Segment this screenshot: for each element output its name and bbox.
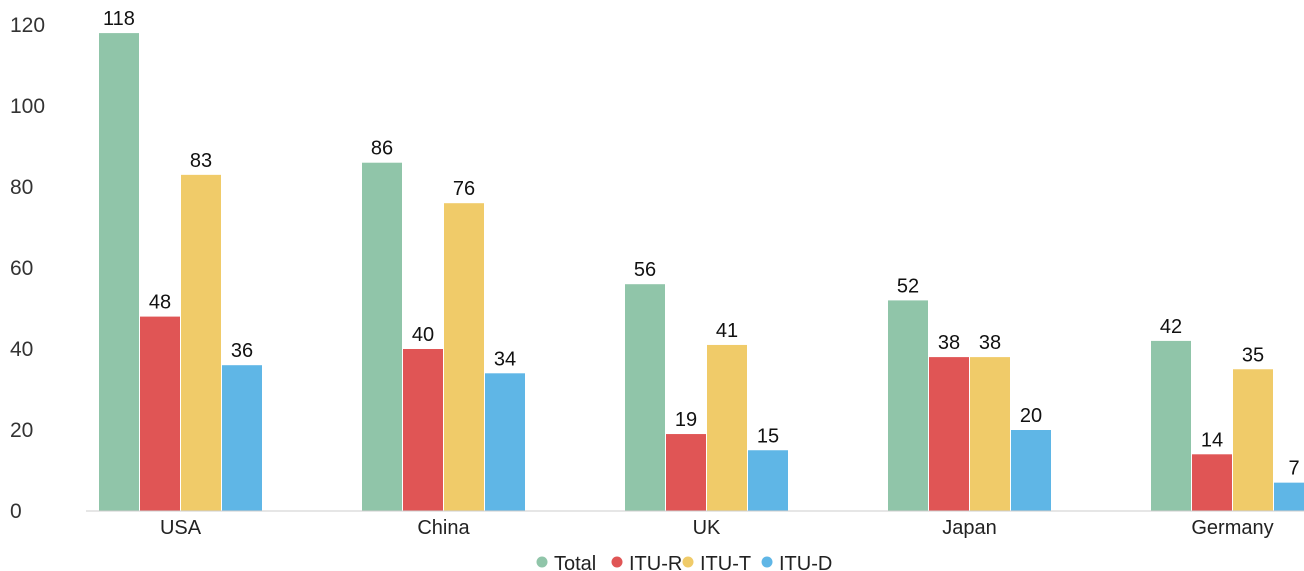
x-tick-label: UK bbox=[693, 517, 721, 539]
y-tick-label: 40 bbox=[10, 338, 33, 361]
x-tick-label: China bbox=[417, 517, 470, 539]
bar-itu-d-japan bbox=[1011, 430, 1051, 511]
legend-marker bbox=[611, 556, 623, 568]
bar-total-china bbox=[362, 162, 402, 511]
bar-itu-r-china bbox=[403, 349, 443, 511]
bar-itu-t-japan bbox=[970, 357, 1010, 511]
data-label: 15 bbox=[757, 425, 779, 447]
bar-itu-d-china bbox=[485, 373, 525, 511]
x-axis: USA China UK Japan Germany bbox=[160, 517, 1274, 539]
bar-itu-t-china bbox=[444, 203, 484, 511]
bar-itu-r-usa bbox=[140, 316, 180, 511]
bar-itu-t-uk bbox=[707, 344, 747, 511]
bar-itu-r-germany bbox=[1192, 454, 1232, 511]
bar-total-usa bbox=[99, 33, 139, 511]
data-label: 38 bbox=[979, 332, 1001, 354]
bar-total-japan bbox=[888, 300, 928, 511]
bar-total-germany bbox=[1151, 340, 1191, 511]
bar-total-uk bbox=[625, 284, 665, 511]
bar-itu-r-japan bbox=[929, 357, 969, 511]
bar-itu-r-uk bbox=[666, 434, 706, 511]
data-label: 35 bbox=[1242, 344, 1264, 366]
data-label: 76 bbox=[453, 178, 475, 200]
data-label: 41 bbox=[716, 320, 738, 342]
x-tick-label: Germany bbox=[1191, 517, 1273, 539]
legend-label: ITU-R bbox=[629, 553, 682, 571]
legend-item-itu-t: ITU-T bbox=[682, 553, 751, 571]
data-label: 20 bbox=[1020, 405, 1042, 427]
legend-label: ITU-T bbox=[700, 553, 751, 571]
legend-marker bbox=[761, 556, 773, 568]
data-label: 36 bbox=[231, 340, 253, 362]
y-tick-label: 60 bbox=[10, 257, 33, 280]
x-tick-label: Japan bbox=[942, 517, 997, 539]
legend-item-total: Total bbox=[536, 553, 596, 571]
legend-marker bbox=[682, 556, 694, 568]
bar-itu-t-usa bbox=[181, 174, 221, 511]
legend-item-itu-d: ITU-D bbox=[761, 553, 832, 571]
data-label: 7 bbox=[1288, 458, 1299, 480]
y-axis: 120 100 80 60 40 20 0 bbox=[10, 14, 45, 523]
value-labels: 118 48 83 36 86 40 76 34 56 19 41 15 52 38 38 20 42 14 35 7 bbox=[103, 8, 1300, 480]
data-label: 40 bbox=[412, 324, 434, 346]
data-label: 83 bbox=[190, 150, 212, 172]
legend: Total ITU-R ITU-T ITU-D bbox=[536, 553, 832, 571]
data-label: 52 bbox=[897, 275, 919, 297]
y-tick-label: 80 bbox=[10, 176, 33, 199]
data-label: 38 bbox=[938, 332, 960, 354]
y-tick-label: 20 bbox=[10, 419, 33, 442]
bars bbox=[99, 33, 1304, 511]
y-tick-label: 100 bbox=[10, 95, 45, 118]
data-label: 42 bbox=[1160, 316, 1182, 338]
legend-marker bbox=[536, 556, 548, 568]
x-tick-label: USA bbox=[160, 517, 202, 539]
legend-label: ITU-D bbox=[779, 553, 832, 571]
data-label: 14 bbox=[1201, 429, 1223, 451]
legend-label: Total bbox=[554, 553, 596, 571]
data-label: 56 bbox=[634, 259, 656, 281]
bar-itu-t-germany bbox=[1233, 369, 1273, 511]
y-tick-label: 120 bbox=[10, 14, 45, 37]
legend-item-itu-r: ITU-R bbox=[611, 553, 682, 571]
data-label: 48 bbox=[149, 292, 171, 314]
bar-itu-d-uk bbox=[748, 450, 788, 511]
data-label: 118 bbox=[103, 8, 135, 30]
bar-itu-d-usa bbox=[222, 365, 262, 511]
y-tick-label: 0 bbox=[10, 500, 22, 523]
data-label: 19 bbox=[675, 409, 697, 431]
bar-itu-d-germany bbox=[1274, 482, 1304, 511]
data-label: 34 bbox=[494, 348, 516, 370]
data-label: 86 bbox=[371, 138, 393, 160]
